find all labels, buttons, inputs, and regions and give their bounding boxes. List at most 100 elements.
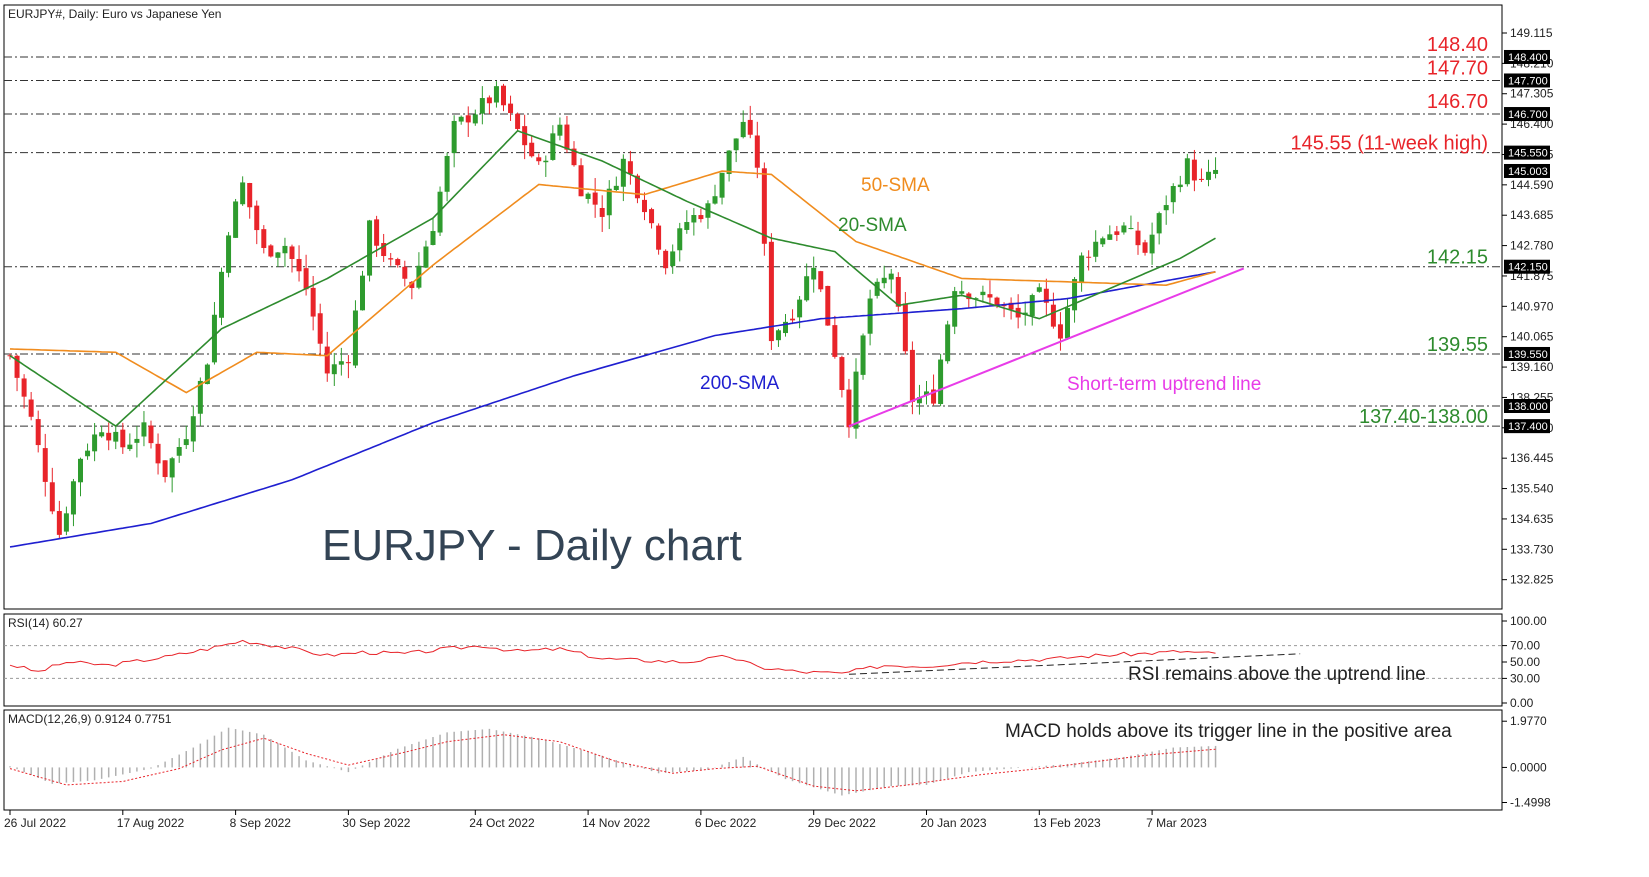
candle-body-56 bbox=[402, 266, 408, 279]
candle-body-151 bbox=[1072, 279, 1078, 311]
candle-body-44 bbox=[317, 313, 323, 344]
macd-panel-frame bbox=[3, 709, 1503, 811]
candle-body-113 bbox=[804, 276, 810, 301]
candle-body-103 bbox=[733, 138, 739, 151]
level-label-7: 137.40-138.00 bbox=[1359, 406, 1488, 428]
price-box-label-5: 142.150 bbox=[1508, 262, 1548, 274]
rsi-tick-label-1: 70.00 bbox=[1510, 639, 1540, 653]
level-label-1: 147.70 bbox=[1427, 57, 1488, 79]
candle-body-59 bbox=[423, 246, 429, 268]
candle-body-86 bbox=[613, 185, 619, 191]
candle-body-39 bbox=[282, 245, 288, 254]
candle-body-131 bbox=[931, 389, 937, 404]
candle-body-149 bbox=[1057, 324, 1063, 339]
candle-body-41 bbox=[296, 258, 302, 272]
candle-body-12 bbox=[92, 434, 98, 452]
candle-body-129 bbox=[916, 397, 922, 404]
price-tick-label-11: 139.160 bbox=[1510, 360, 1554, 374]
sma50-annotation: 50-SMA bbox=[861, 175, 930, 196]
candle-body-98 bbox=[698, 215, 704, 220]
price-tick-label-16: 134.635 bbox=[1510, 512, 1554, 526]
candle-body-85 bbox=[606, 188, 612, 216]
time-tick-label-1: 17 Aug 2022 bbox=[117, 816, 185, 830]
candle-body-27 bbox=[197, 380, 203, 414]
candle-body-75 bbox=[536, 157, 542, 162]
time-tick-label-10: 7 Mar 2023 bbox=[1146, 816, 1207, 830]
candle-body-90 bbox=[642, 199, 647, 213]
rsi-line bbox=[9, 639, 1216, 674]
candle-body-150 bbox=[1065, 308, 1070, 339]
candle-body-146 bbox=[1036, 287, 1042, 292]
candle-body-87 bbox=[620, 158, 626, 187]
rsi-tick-label-4: 0.00 bbox=[1510, 696, 1534, 710]
price-tick-label-17: 133.730 bbox=[1510, 542, 1554, 556]
time-tick-label-9: 13 Feb 2023 bbox=[1033, 816, 1101, 830]
candle-body-45 bbox=[324, 346, 330, 374]
candle-body-60 bbox=[430, 231, 436, 245]
candle-body-120 bbox=[853, 371, 859, 429]
candle-body-73 bbox=[522, 126, 528, 146]
candle-body-1 bbox=[14, 355, 20, 378]
candle-body-92 bbox=[656, 225, 662, 250]
candle-body-42 bbox=[303, 268, 309, 290]
candle-body-5 bbox=[42, 448, 48, 482]
candle-body-123 bbox=[874, 281, 880, 296]
candle-body-145 bbox=[1029, 295, 1035, 316]
candle-body-122 bbox=[867, 298, 873, 334]
candle-body-101 bbox=[719, 172, 725, 198]
candle-body-65 bbox=[465, 115, 471, 123]
candle-body-111 bbox=[790, 318, 796, 321]
candle-body-13 bbox=[99, 432, 105, 437]
level-label-5: 139.55 bbox=[1427, 334, 1488, 356]
chart-title: EURJPY - Daily chart bbox=[322, 521, 742, 570]
candle-body-47 bbox=[338, 361, 344, 365]
candle-body-157 bbox=[1114, 231, 1120, 235]
candle-body-141 bbox=[1001, 305, 1007, 307]
price-box-1 bbox=[1504, 73, 1550, 88]
time-tick-label-0: 26 Jul 2022 bbox=[4, 816, 66, 830]
candle-body-68 bbox=[486, 97, 492, 104]
candle-body-171 bbox=[1213, 169, 1219, 174]
candle-body-135 bbox=[959, 291, 965, 294]
candle-body-102 bbox=[726, 150, 732, 175]
time-tick-label-7: 29 Dec 2022 bbox=[808, 816, 876, 830]
candle-body-10 bbox=[78, 458, 83, 483]
candle-body-79 bbox=[564, 124, 570, 150]
candle-body-7 bbox=[56, 511, 62, 535]
candle-body-148 bbox=[1050, 304, 1056, 327]
candle-body-164 bbox=[1163, 205, 1169, 211]
price-axis: 149.115148.210147.305146.400145.495144.5… bbox=[1502, 26, 1554, 587]
candle-body-140 bbox=[994, 297, 1000, 307]
price-box-3 bbox=[1504, 145, 1550, 160]
macd-tick-label-2: -1.4998 bbox=[1510, 795, 1551, 809]
candle-body-105 bbox=[747, 119, 753, 135]
candle-body-25 bbox=[183, 439, 189, 446]
candle-body-156 bbox=[1107, 234, 1113, 240]
candle-body-161 bbox=[1142, 242, 1148, 253]
rsi-label: RSI(14) 60.27 bbox=[8, 616, 83, 630]
candle-body-19 bbox=[141, 422, 147, 437]
candle-body-20 bbox=[148, 425, 154, 444]
candle-body-116 bbox=[825, 285, 831, 326]
candle-body-91 bbox=[649, 209, 655, 224]
candle-body-8 bbox=[63, 513, 69, 532]
price-box-2 bbox=[1504, 107, 1550, 122]
candle-body-4 bbox=[35, 419, 41, 446]
price-box-label-7: 138.000 bbox=[1508, 401, 1548, 413]
candle-body-165 bbox=[1170, 186, 1176, 203]
price-box-4 bbox=[1504, 163, 1550, 178]
candle-body-70 bbox=[501, 85, 506, 106]
candle-body-64 bbox=[458, 116, 464, 122]
macd-tick-label-0: 1.9770 bbox=[1510, 714, 1547, 728]
candle-body-159 bbox=[1128, 228, 1134, 230]
time-tick-label-4: 24 Oct 2022 bbox=[469, 816, 535, 830]
uptrend-line bbox=[848, 267, 1245, 428]
price-box-7 bbox=[1504, 399, 1550, 413]
rsi-indicator: 100.00 70.00 50.00 30.00 0.00 bbox=[4, 614, 1547, 710]
candle-body-38 bbox=[275, 252, 281, 258]
candle-body-152 bbox=[1079, 255, 1085, 283]
candle-body-50 bbox=[360, 275, 365, 311]
candle-body-115 bbox=[818, 271, 824, 290]
candle-body-154 bbox=[1093, 241, 1099, 257]
price-tick-label-2: 147.305 bbox=[1510, 87, 1554, 101]
